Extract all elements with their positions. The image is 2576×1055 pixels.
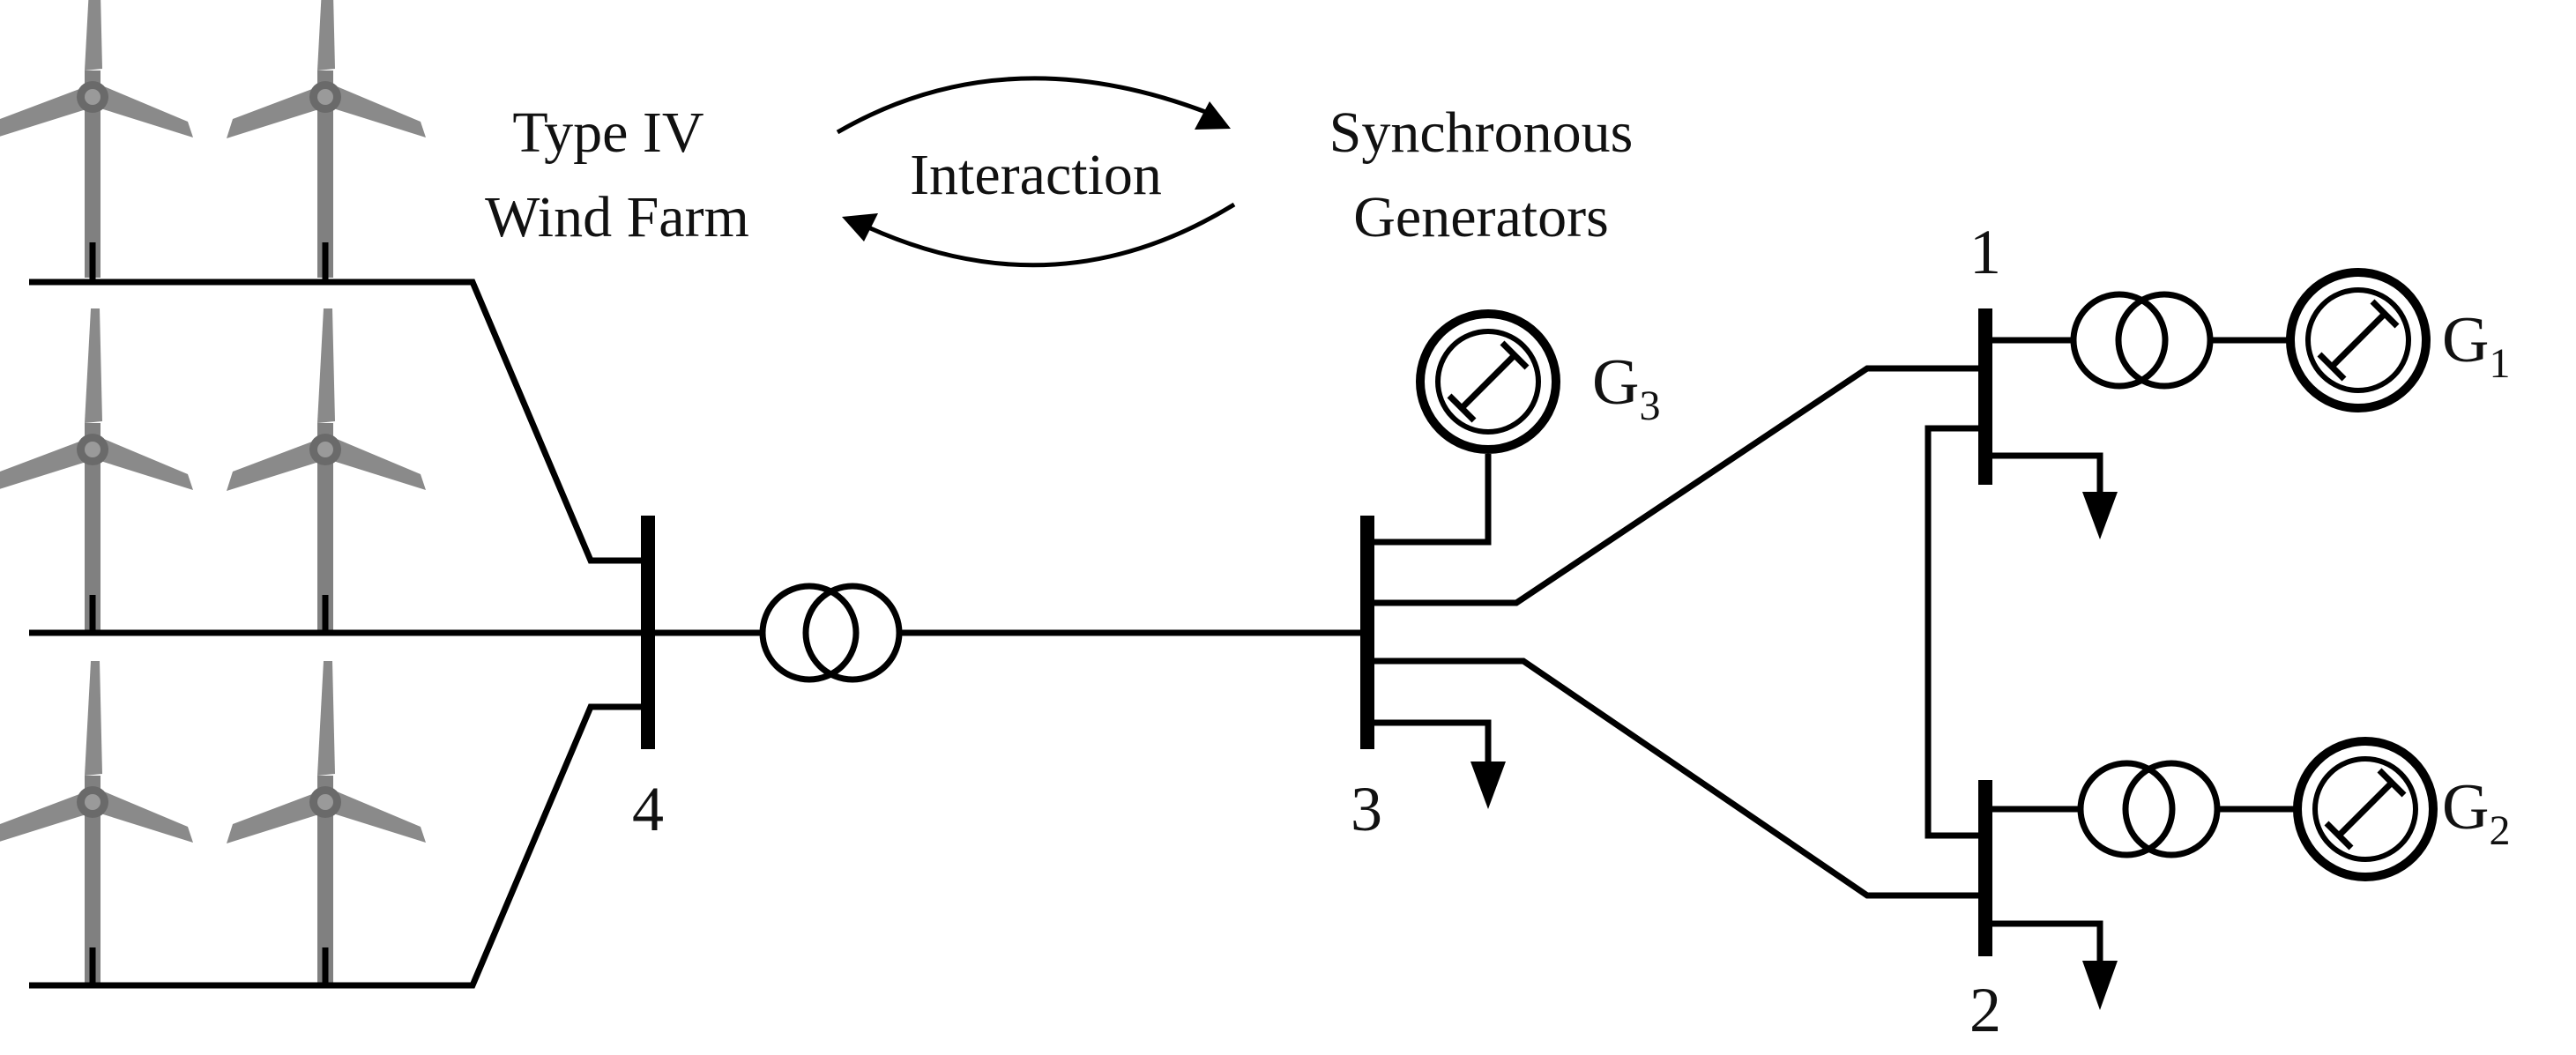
load-arrow-icon <box>1992 452 2118 539</box>
bus-2-label: 2 <box>1969 975 2001 1045</box>
wind-turbine-icon <box>0 308 193 630</box>
sync-gen-label-line1: Synchronous <box>1329 100 1634 165</box>
sync-gen-label-line2: Generators <box>1353 185 1609 249</box>
lines-3-1-2 <box>1374 365 1978 899</box>
g2-label: G2 <box>2442 771 2510 854</box>
load-arrow-icon <box>1374 719 1506 809</box>
g3-connection <box>1374 454 1492 546</box>
bus-2 <box>1978 780 1992 956</box>
g1-label: G1 <box>2442 304 2510 387</box>
transformer-icon <box>759 583 903 683</box>
generator-icon <box>1420 314 1556 449</box>
generator-icon <box>2297 741 2433 877</box>
transformer-icon <box>2077 760 2221 858</box>
bus-1-label: 1 <box>1969 217 2001 287</box>
turbine-connections <box>89 242 329 985</box>
wind-turbine-icon <box>227 308 426 630</box>
bus-4-label: 4 <box>632 774 664 844</box>
generator-icon <box>2290 272 2426 408</box>
wind-turbine-icon <box>0 661 193 983</box>
wind-farm-feeders <box>29 279 647 989</box>
wind-farm-label-line1: Type IV <box>512 100 704 165</box>
interaction-arrows <box>836 76 1236 268</box>
bus-1 <box>1978 308 1992 485</box>
wind-turbine-icon <box>227 0 426 278</box>
transformer-icon <box>2070 291 2214 390</box>
load-arrow-icon <box>1992 920 2118 1010</box>
wind-turbine-icon <box>227 661 426 983</box>
interaction-label: Interaction <box>910 143 1162 207</box>
wind-farm-label-line2: Wind Farm <box>485 185 749 249</box>
bus-4 <box>641 516 655 749</box>
tie-line-1-2 <box>1925 425 1978 839</box>
wind-turbine-icon <box>0 0 193 278</box>
g3-label: G3 <box>1592 346 1660 429</box>
bus-3-label: 3 <box>1351 774 1382 844</box>
bus-3 <box>1360 516 1374 749</box>
